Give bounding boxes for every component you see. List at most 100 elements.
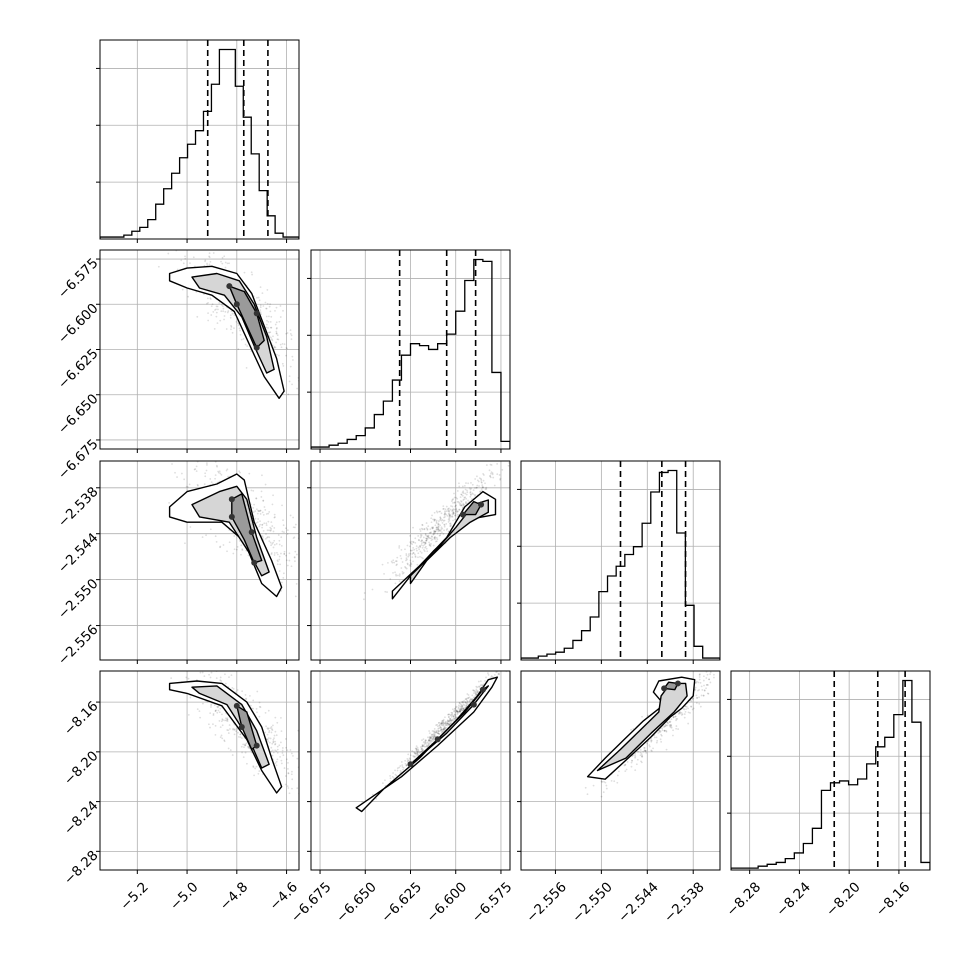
scatter-point bbox=[208, 263, 211, 266]
scatter-point bbox=[421, 739, 423, 742]
scatter-point bbox=[425, 535, 428, 538]
scatter-point bbox=[439, 516, 442, 519]
scatter-point bbox=[424, 546, 426, 549]
scatter-point bbox=[258, 715, 261, 718]
scatter-point bbox=[404, 763, 407, 765]
scatter-point bbox=[257, 510, 260, 513]
scatter-point bbox=[271, 728, 273, 730]
scatter-point bbox=[422, 744, 425, 747]
scatter-point bbox=[267, 727, 270, 730]
scatter-point bbox=[447, 510, 450, 513]
scatter-point bbox=[407, 753, 410, 756]
scatter-point bbox=[453, 717, 456, 720]
scatter-point bbox=[610, 779, 613, 782]
scatter-point bbox=[439, 534, 442, 537]
scatter-point bbox=[707, 667, 709, 669]
scatter-point bbox=[421, 749, 424, 752]
scatter-point bbox=[208, 252, 211, 255]
scatter-point bbox=[451, 713, 454, 716]
scatter-point bbox=[698, 678, 701, 681]
panel-0-0 bbox=[96, 39, 300, 243]
scatter-point bbox=[460, 500, 463, 503]
scatter-point bbox=[645, 749, 647, 752]
scatter-point bbox=[285, 554, 287, 557]
scatter-point bbox=[449, 717, 451, 720]
scatter-point bbox=[658, 729, 661, 732]
scatter-point bbox=[477, 480, 480, 483]
scatter-point bbox=[645, 751, 648, 754]
scatter-point bbox=[421, 528, 424, 531]
scatter-point bbox=[420, 544, 423, 546]
scatter-point bbox=[423, 541, 425, 544]
scatter-point bbox=[698, 673, 701, 676]
scatter-point bbox=[459, 709, 462, 711]
scatter-point bbox=[249, 694, 251, 697]
scatter-point bbox=[229, 749, 232, 751]
scatter-point bbox=[221, 262, 224, 265]
scatter-point bbox=[424, 541, 427, 544]
scatter-point bbox=[683, 716, 686, 719]
scatter-point bbox=[465, 493, 468, 496]
scatter-point bbox=[481, 684, 484, 687]
scatter-point bbox=[451, 516, 454, 518]
scatter-point bbox=[441, 722, 444, 725]
scatter-point bbox=[408, 545, 411, 548]
scatter-point bbox=[218, 711, 221, 714]
scatter-point bbox=[493, 673, 496, 676]
scatter-point bbox=[168, 429, 170, 431]
scatter-point bbox=[670, 725, 673, 728]
scatter-point bbox=[239, 333, 242, 336]
scatter-point bbox=[279, 563, 282, 566]
y-tick-label: −6.575 bbox=[55, 255, 102, 302]
scatter-point bbox=[210, 314, 213, 316]
scatter-point bbox=[290, 334, 293, 337]
scatter-point bbox=[261, 537, 264, 539]
scatter-point bbox=[684, 705, 687, 708]
scatter-point bbox=[444, 722, 446, 725]
scatter-point bbox=[419, 528, 421, 531]
scatter-point bbox=[449, 522, 452, 525]
scatter-point bbox=[435, 732, 437, 734]
scatter-point bbox=[437, 528, 439, 531]
scatter-point bbox=[201, 653, 203, 655]
scatter-point bbox=[464, 492, 467, 495]
scatter-point bbox=[663, 726, 665, 728]
scatter-point bbox=[525, 648, 527, 650]
scatter-point bbox=[185, 485, 188, 488]
scatter-point bbox=[433, 728, 436, 730]
scatter-point bbox=[421, 744, 424, 747]
scatter-point bbox=[168, 501, 170, 504]
scatter-point bbox=[226, 311, 229, 314]
scatter-point bbox=[296, 757, 299, 760]
scatter-point bbox=[455, 507, 458, 510]
scatter-point bbox=[237, 348, 240, 351]
scatter-point bbox=[480, 481, 483, 484]
scatter-point bbox=[474, 690, 476, 693]
scatter-point bbox=[292, 537, 295, 540]
scatter-point bbox=[269, 331, 272, 334]
scatter-point bbox=[259, 523, 262, 526]
scatter-point bbox=[669, 726, 672, 729]
scatter-point bbox=[438, 724, 441, 726]
scatter-point bbox=[416, 549, 418, 552]
scatter-point bbox=[459, 705, 462, 708]
scatter-point bbox=[448, 517, 451, 520]
scatter-point bbox=[663, 725, 666, 728]
scatter-point bbox=[699, 705, 702, 708]
scatter-point bbox=[293, 556, 296, 559]
scatter-point bbox=[443, 523, 446, 526]
scatter-point bbox=[679, 712, 682, 715]
scatter-point bbox=[421, 546, 424, 549]
scatter-point bbox=[424, 534, 427, 536]
scatter-point bbox=[453, 713, 456, 716]
scatter-point bbox=[232, 727, 235, 730]
scatter-point bbox=[474, 493, 476, 496]
scatter-point bbox=[208, 255, 210, 258]
scatter-point bbox=[681, 713, 684, 716]
scatter-point bbox=[657, 732, 660, 734]
contour-level-1 bbox=[409, 685, 489, 765]
scatter-point bbox=[269, 727, 272, 730]
scatter-point bbox=[666, 721, 669, 724]
scatter-point bbox=[522, 644, 524, 646]
scatter-point bbox=[274, 309, 276, 312]
